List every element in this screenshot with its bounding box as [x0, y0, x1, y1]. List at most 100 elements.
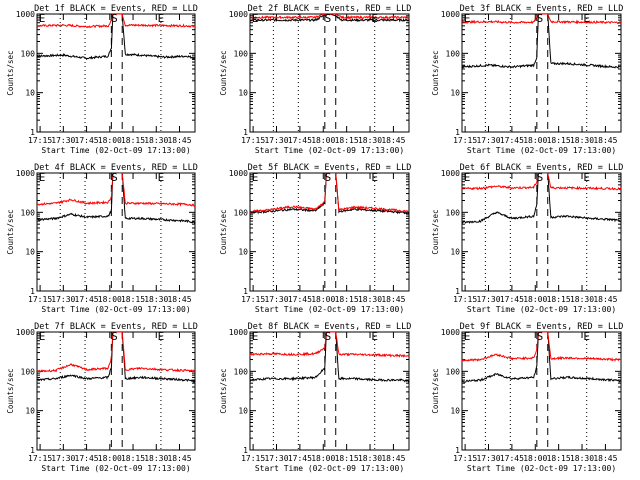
- start-marker-label: S: [325, 12, 332, 25]
- x-tick-label: 18:45: [167, 295, 191, 304]
- x-tick-label: 18:30: [570, 136, 594, 145]
- x-tick-label: 18:45: [381, 136, 405, 145]
- y-axis-label: Counts/sec: [219, 368, 228, 413]
- series-group: [462, 173, 621, 224]
- series-line-lld: [462, 332, 621, 362]
- x-tick-label: 17:45: [75, 295, 99, 304]
- x-tick-label: 18:45: [167, 136, 191, 145]
- end-marker-label: E: [252, 171, 259, 184]
- x-tick-label: 17:30: [264, 454, 288, 463]
- x-tick-label: 18:15: [547, 136, 571, 145]
- y-tick-label: 10: [238, 89, 248, 98]
- series-line-lld: [37, 14, 195, 29]
- x-tick-label: 18:15: [335, 295, 359, 304]
- y-tick-label: 100: [234, 49, 249, 58]
- end-marker-label: E: [371, 12, 378, 25]
- x-axis-label: Start Time (02-Oct-09 17:13:00): [255, 305, 404, 314]
- series-line-events: [462, 332, 621, 383]
- y-tick-label: 1000: [441, 328, 460, 337]
- x-tick-label: 17:45: [75, 454, 99, 463]
- x-tick-label: 18:00: [523, 454, 547, 463]
- end-marker-label: E: [252, 330, 259, 343]
- x-tick-label: 18:00: [311, 136, 335, 145]
- x-tick-label: 17:45: [288, 136, 312, 145]
- series-line-lld: [37, 332, 195, 373]
- series-line-events: [250, 332, 409, 383]
- x-axis-label: Start Time (02-Oct-09 17:13:00): [255, 146, 404, 155]
- y-tick-label: 10: [238, 248, 248, 257]
- x-tick-label: 17:30: [476, 454, 500, 463]
- y-tick-label: 10: [238, 407, 248, 416]
- series-group: [37, 173, 195, 224]
- series-line-events: [250, 14, 409, 23]
- x-axis-label: Start Time (02-Oct-09 17:13:00): [41, 464, 190, 473]
- x-tick-label: 18:45: [381, 454, 405, 463]
- y-tick-label: 100: [446, 208, 461, 217]
- series-line-events: [462, 14, 621, 69]
- series-group: [462, 332, 621, 383]
- series-line-lld: [250, 173, 409, 214]
- x-tick-label: 18:30: [570, 454, 594, 463]
- end-marker-label: E: [158, 330, 165, 343]
- series-line-events: [462, 173, 621, 224]
- chart-title: Det 4f BLACK = Events, RED = LLD: [34, 163, 198, 173]
- y-axis-label: Counts/sec: [219, 50, 228, 95]
- x-tick-label: 17:30: [51, 295, 75, 304]
- x-tick-label: 17:30: [51, 454, 75, 463]
- x-tick-label: 18:30: [358, 136, 382, 145]
- end-marker-label: E: [583, 330, 590, 343]
- x-tick-label: 17:30: [264, 136, 288, 145]
- x-tick-label: 17:15: [28, 136, 52, 145]
- x-tick-label: 17:15: [453, 136, 477, 145]
- chart-panel-8: Det 8f BLACK = Events, RED = LLD 1 10 100 10…: [219, 322, 411, 473]
- end-marker-label: E: [464, 330, 471, 343]
- end-marker-label: E: [39, 12, 46, 25]
- chart-title: Det 8f BLACK = Events, RED = LLD: [248, 322, 412, 332]
- chart-title: Det 2f BLACK = Events, RED = LLD: [248, 4, 412, 14]
- chart-panel-7: Det 7f BLACK = Events, RED = LLD 1 10 100 10…: [6, 322, 198, 473]
- start-marker-label: S: [111, 12, 118, 25]
- y-tick-label: 1: [243, 287, 248, 296]
- x-tick-label: 18:30: [358, 295, 382, 304]
- x-axis-label: Start Time (02-Oct-09 17:13:00): [467, 305, 616, 314]
- x-tick-label: 18:00: [98, 295, 122, 304]
- x-tick-label: 18:30: [570, 295, 594, 304]
- x-tick-label: 17:45: [500, 454, 524, 463]
- x-tick-label: 17:45: [288, 295, 312, 304]
- series-group: [250, 332, 409, 383]
- chart-title: Det 9f BLACK = Events, RED = LLD: [460, 322, 624, 332]
- chart-panel-4: Det 4f BLACK = Events, RED = LLD 1 10 100 10…: [6, 163, 198, 314]
- start-marker-label: S: [325, 171, 332, 184]
- series-group: [250, 173, 409, 215]
- series-group: [37, 332, 195, 384]
- x-tick-label: 18:30: [358, 454, 382, 463]
- start-marker-label: S: [537, 171, 544, 184]
- start-marker-label: S: [111, 171, 118, 184]
- x-tick-label: 18:15: [121, 454, 145, 463]
- series-group: [250, 14, 409, 23]
- x-tick-label: 17:45: [288, 454, 312, 463]
- chart-title: Det 6f BLACK = Events, RED = LLD: [460, 163, 624, 173]
- start-marker-label: S: [537, 330, 544, 343]
- y-tick-label: 1: [30, 287, 35, 296]
- series-line-lld: [250, 332, 409, 358]
- x-tick-label: 18:00: [523, 295, 547, 304]
- x-tick-label: 18:45: [381, 295, 405, 304]
- start-marker-label: S: [537, 12, 544, 25]
- y-tick-label: 1000: [16, 328, 35, 337]
- chart-panel-5: Det 5f BLACK = Events, RED = LLD 1 10 100 10…: [219, 163, 411, 314]
- chart-title: Det 5f BLACK = Events, RED = LLD: [248, 163, 412, 173]
- y-axis-label: Counts/sec: [6, 368, 15, 413]
- series-line-events: [37, 173, 195, 224]
- end-marker-label: E: [371, 171, 378, 184]
- end-marker-label: E: [464, 12, 471, 25]
- y-tick-label: 1000: [441, 10, 460, 19]
- end-marker-label: E: [158, 171, 165, 184]
- end-marker-label: E: [464, 171, 471, 184]
- x-tick-label: 17:15: [241, 295, 265, 304]
- y-tick-label: 10: [25, 248, 35, 257]
- x-tick-label: 18:45: [167, 454, 191, 463]
- end-marker-label: E: [39, 330, 46, 343]
- y-tick-label: 1: [243, 128, 248, 137]
